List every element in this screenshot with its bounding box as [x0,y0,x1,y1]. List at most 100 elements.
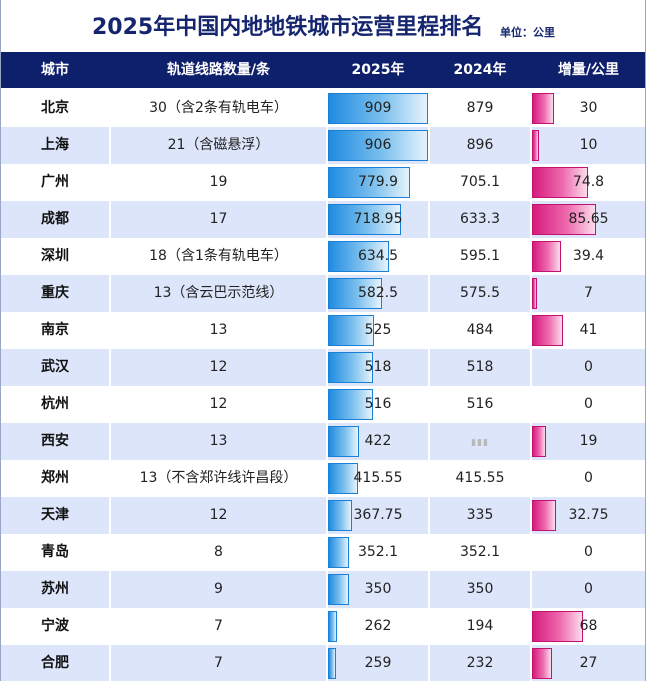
cell-increase: 0 [584,470,593,486]
table-row: 合肥 7 259 232 27 [0,645,646,681]
bar-2025 [328,93,428,124]
cell-city: 深圳 [41,248,69,264]
bar-2025 [328,389,373,420]
left-border [0,0,1,681]
table-row: 北京 30（含2条有轨电车） 909 879 30 [0,90,646,127]
cell-lines: 17 [209,211,228,227]
cell-city: 青岛 [41,544,69,560]
cell-city: 杭州 [41,396,69,412]
cell-2024: 633.3 [459,211,501,227]
cell-lines: 13 [209,322,228,338]
page-title: 2025年中国内地地铁城市运营里程排名 [92,15,484,40]
cell-lines: 30（含2条有轨电车） [149,100,288,116]
table-row: 重庆 13（含云巴示范线） 582.5 575.5 7 [0,275,646,312]
cell-2024: 232 [466,655,494,671]
cell-increase: 68 [579,618,598,634]
cell-lines: 7 [214,618,223,634]
header-city: 城市 [41,62,69,78]
bar-increase [532,278,537,309]
cell-2024: ▮▮▮ [429,423,531,460]
bar-2025 [328,648,336,679]
cell-lines: 12 [209,396,228,412]
cell-city: 武汉 [41,359,69,375]
table-row: 苏州 9 350 350 0 [0,571,646,608]
cell-2024: 575.5 [459,285,501,301]
cell-city: 天津 [41,507,69,523]
cell-city: 郑州 [41,470,69,486]
bar-increase [532,611,583,642]
cell-city: 苏州 [41,581,69,597]
cell-2025: 718.95 [353,211,403,227]
bar-increase [532,93,554,124]
bar-2025 [328,315,374,346]
table-row: 深圳 18（含1条有轨电车） 634.5 595.1 39.4 [0,238,646,275]
header-2025: 2025年 [351,62,405,78]
cell-city: 宁波 [41,618,69,634]
cell-2025: 525 [364,322,392,338]
cell-city: 北京 [41,100,69,116]
cell-city: 广州 [41,174,69,190]
cell-lines: 18（含1条有轨电车） [149,248,288,264]
unit-label: 单位：公里 [500,26,555,39]
table-row: 南京 13 525 484 41 [0,312,646,349]
cell-2025: 518 [364,359,392,375]
cell-increase: 39.4 [572,248,605,264]
column-divider [530,88,532,681]
cell-increase: 74.8 [572,174,605,190]
cell-lines: 13（含云巴示范线） [153,285,284,301]
cell-increase: 30 [579,100,598,116]
title-bar: 2025年中国内地地铁城市运营里程排名 单位：公里 [0,0,646,52]
bar-2025 [328,537,349,568]
cell-2024: 194 [466,618,494,634]
cell-increase: 32.75 [568,507,609,523]
cell-lines: 13（不含郑许线许昌段） [139,470,298,486]
cell-city: 南京 [41,322,69,338]
cell-lines: 12 [209,507,228,523]
cell-increase: 0 [584,544,593,560]
cell-city: 成都 [41,211,69,227]
cell-city: 西安 [41,433,69,449]
cell-2025: 906 [364,137,392,153]
bar-2025 [328,204,401,235]
cell-lines: 9 [214,581,223,597]
table-row: 武汉 12 518 518 0 [0,349,646,386]
cell-2024: 518 [466,359,494,375]
missing-value-icon: ▮▮▮ [471,438,489,448]
bar-2025 [328,500,352,531]
cell-lines: 8 [214,544,223,560]
cell-2024: 896 [466,137,494,153]
cell-increase: 7 [584,285,593,301]
column-divider [326,88,328,681]
cell-increase: 41 [579,322,598,338]
header-increase: 增量/公里 [557,62,620,78]
bar-increase [532,167,588,198]
table-row: 杭州 12 516 516 0 [0,386,646,423]
bar-increase [532,648,552,679]
cell-2024: 352.1 [459,544,501,560]
cell-2024: 350 [466,581,494,597]
header-lines: 轨道线路数量/条 [166,62,271,78]
cell-city: 合肥 [41,655,69,671]
table-header: 城市 轨道线路数量/条 2025年 2024年 增量/公里 [0,52,646,88]
table-row: 西安 13 422 ▮▮▮ 19 [0,423,646,460]
bar-2025 [328,426,359,457]
bar-increase [532,204,596,235]
cell-2025: 350 [364,581,392,597]
bar-increase [532,426,546,457]
cell-2025: 262 [364,618,392,634]
table-row: 广州 19 779.9 705.1 74.8 [0,164,646,201]
cell-2025: 582.5 [357,285,399,301]
cell-2024: 879 [466,100,494,116]
cell-increase: 85.65 [568,211,609,227]
cell-increase: 27 [579,655,598,671]
cell-lines: 12 [209,359,228,375]
cell-2024: 705.1 [459,174,501,190]
cell-lines: 13 [209,433,228,449]
cell-2025: 516 [364,396,392,412]
bar-2025 [328,611,337,642]
cell-2025: 422 [364,433,392,449]
bar-2025 [328,167,410,198]
bar-2025 [328,130,428,161]
table-row: 郑州 13（不含郑许线许昌段） 415.55 415.55 0 [0,460,646,497]
